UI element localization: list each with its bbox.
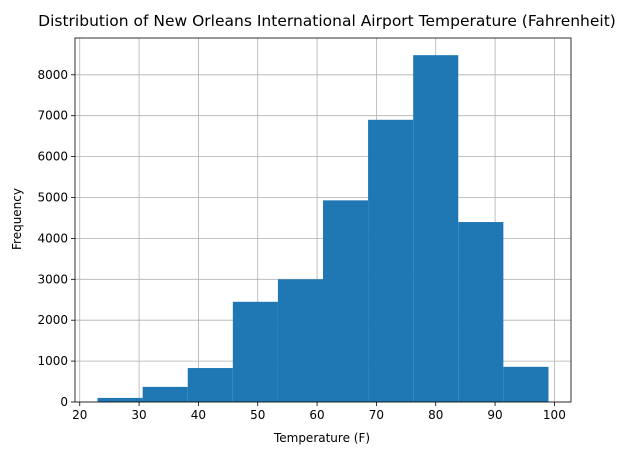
x-tick-label: 90 bbox=[487, 408, 502, 422]
x-tick-label: 80 bbox=[428, 408, 443, 422]
x-tick-label: 50 bbox=[250, 408, 265, 422]
histogram-bar bbox=[232, 301, 278, 402]
y-tick-label: 4000 bbox=[37, 231, 68, 245]
y-tick-label: 0 bbox=[60, 395, 68, 409]
x-tick-label: 20 bbox=[72, 408, 87, 422]
histogram-bar bbox=[368, 119, 414, 402]
x-tick-label: 30 bbox=[131, 408, 146, 422]
y-axis-label: Frequency bbox=[10, 188, 24, 250]
histogram-bar bbox=[97, 397, 143, 402]
plot-frame bbox=[74, 37, 572, 403]
axes: 20 30 40 50 60 70 80 90 100010002000300040005000… bbox=[37, 37, 572, 422]
bars bbox=[97, 55, 549, 403]
y-tick-label: 7000 bbox=[37, 109, 68, 123]
x-tick-label: 70 bbox=[369, 408, 384, 422]
y-tick-label: 8000 bbox=[37, 68, 68, 82]
histogram-bar bbox=[458, 222, 504, 402]
y-tick-label: 6000 bbox=[37, 150, 68, 164]
x-tick-label: 60 bbox=[309, 408, 324, 422]
histogram-bar bbox=[142, 386, 188, 402]
y-tick-label: 1000 bbox=[37, 354, 68, 368]
y-tick-label: 3000 bbox=[37, 272, 68, 286]
histogram-bar bbox=[503, 366, 549, 402]
x-tick-label: 40 bbox=[191, 408, 206, 422]
histogram-bar bbox=[323, 200, 369, 402]
histogram-bar bbox=[413, 55, 459, 403]
y-tick-label: 5000 bbox=[37, 191, 68, 205]
x-tick-label: 100 bbox=[543, 408, 566, 422]
x-axis-label: Temperature (F) bbox=[273, 431, 370, 445]
histogram-bar bbox=[187, 368, 233, 402]
histogram-bar bbox=[277, 279, 323, 402]
y-tick-label: 2000 bbox=[37, 313, 68, 327]
chart-title: Distribution of New Orleans Internationa… bbox=[38, 12, 616, 30]
